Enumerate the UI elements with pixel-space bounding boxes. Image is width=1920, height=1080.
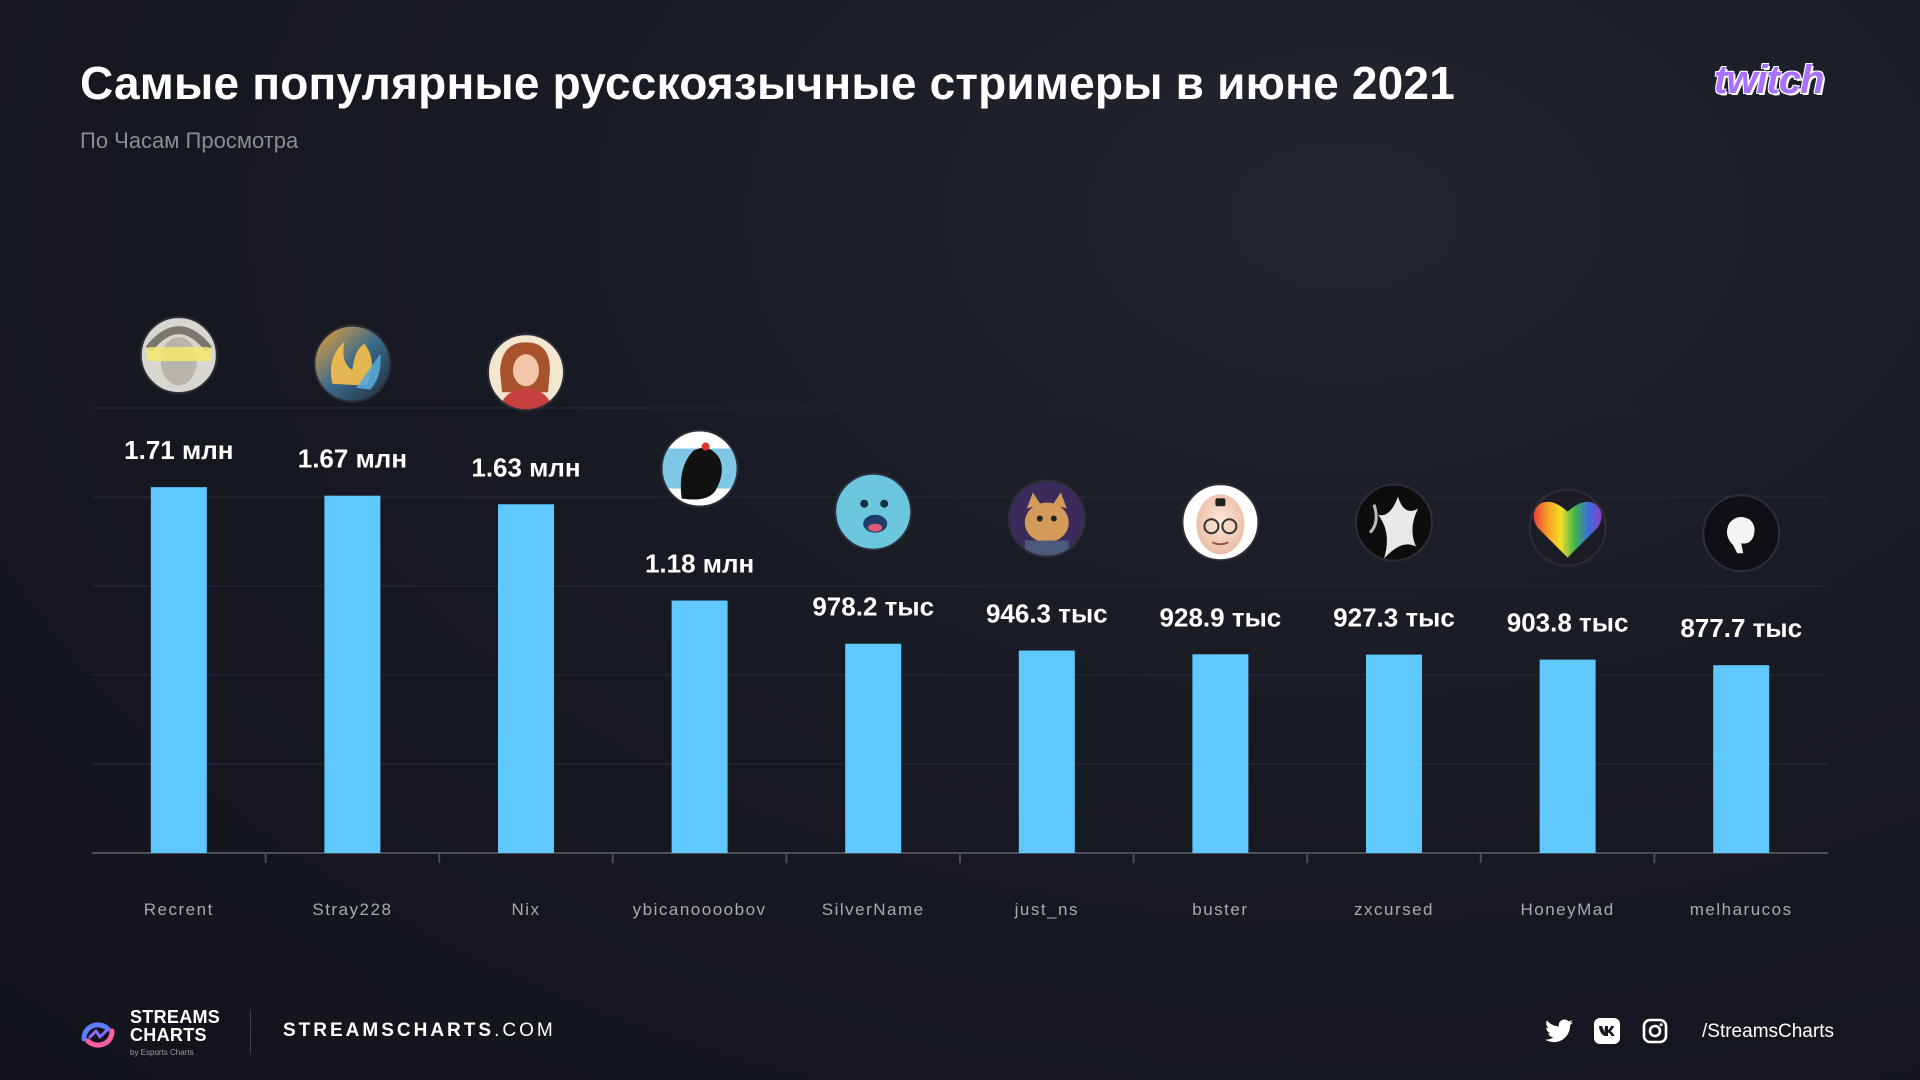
value-label: 928.9 тыс <box>1160 602 1282 632</box>
bars <box>150 487 1770 853</box>
value-label: 1.18 млн <box>645 549 754 579</box>
bar-stray228 <box>324 495 381 853</box>
category-label: Stray228 <box>312 900 392 919</box>
buster-avatar[interactable] <box>1181 483 1260 562</box>
social-handle[interactable]: /StreamsCharts <box>1702 1021 1834 1042</box>
avatars <box>139 316 1781 573</box>
streamscharts-logo[interactable]: STREAMS CHARTS by Esports Charts <box>78 1008 220 1062</box>
category-label: SilverName <box>822 900 925 919</box>
category-label: Recrent <box>144 900 214 919</box>
logo-line-1: STREAMS <box>130 1007 221 1027</box>
category-label: melharucos <box>1690 900 1793 919</box>
nix-avatar[interactable] <box>487 333 565 412</box>
x-axis <box>92 852 1828 863</box>
value-label: 1.71 млн <box>124 435 233 465</box>
value-label: 1.63 млн <box>471 452 580 482</box>
bar-melharucos <box>1713 665 1770 853</box>
value-label: 1.67 млн <box>298 444 407 474</box>
bar-buster <box>1192 654 1249 853</box>
social-links <box>1544 1016 1670 1046</box>
just-ns-avatar[interactable] <box>1007 479 1086 558</box>
value-label: 903.8 тыс <box>1507 608 1629 638</box>
silvername-avatar[interactable] <box>834 472 913 551</box>
bar-zxcursed <box>1366 654 1422 853</box>
honeymad-avatar[interactable] <box>1528 488 1607 567</box>
twitch-logo: twitch <box>1714 58 1825 102</box>
website-link[interactable]: STREAMSCHARTS.COM <box>283 1020 556 1042</box>
twitter-icon[interactable] <box>1544 1016 1574 1046</box>
category-label: buster <box>1192 900 1248 919</box>
bar-honeymad <box>1539 659 1596 853</box>
category-label: Nix <box>511 900 540 919</box>
value-label: 927.3 тыс <box>1333 603 1455 633</box>
chart-title: Самые популярные русскоязычные стримеры … <box>80 57 1455 109</box>
bar-recrent <box>150 487 207 853</box>
website-name: STREAMSCHARTS <box>283 1020 495 1041</box>
footer-divider <box>250 1010 251 1054</box>
value-labels: 1.71 млн 1.67 млн 1.63 млн 1.18 млн 978.2 ты… <box>124 435 1802 643</box>
bar-chart: 1.71 млн 1.67 млн 1.63 млн 1.18 млн 978.2 ты… <box>92 316 1828 919</box>
streamscharts-mark-icon <box>81 1022 115 1048</box>
value-label: 978.2 тыс <box>812 592 934 622</box>
bar-ybicanoooobov <box>671 600 728 853</box>
value-label: 946.3 тыс <box>986 599 1108 629</box>
category-labels: Recrent Stray228 Nix ybicanoooobov SilverNam… <box>144 900 1793 919</box>
zxcursed-avatar[interactable] <box>1355 483 1433 562</box>
bar-nix <box>498 504 554 853</box>
bar-just_ns <box>1018 650 1075 853</box>
stray228-avatar[interactable] <box>313 324 392 403</box>
vk-icon[interactable] <box>1592 1016 1622 1046</box>
category-label: zxcursed <box>1354 900 1434 919</box>
chart-subtitle: По Часам Просмотра <box>80 128 299 153</box>
category-label: ybicanoooobov <box>633 900 767 919</box>
ybicanoooobov-avatar[interactable] <box>660 429 739 508</box>
melharucos-avatar[interactable] <box>1702 494 1781 573</box>
grid-lines <box>92 407 1828 765</box>
logo-line-2: CHARTS <box>130 1025 207 1045</box>
category-label: HoneyMad <box>1520 900 1614 919</box>
recrent-avatar[interactable] <box>139 316 218 395</box>
logo-byline: by Esports Charts <box>130 1048 194 1057</box>
category-label: just_ns <box>1014 900 1079 919</box>
instagram-icon[interactable] <box>1640 1016 1670 1046</box>
bar-silvername <box>845 643 902 853</box>
website-tld: .COM <box>494 1020 556 1041</box>
value-label: 877.7 тыс <box>1680 613 1802 643</box>
